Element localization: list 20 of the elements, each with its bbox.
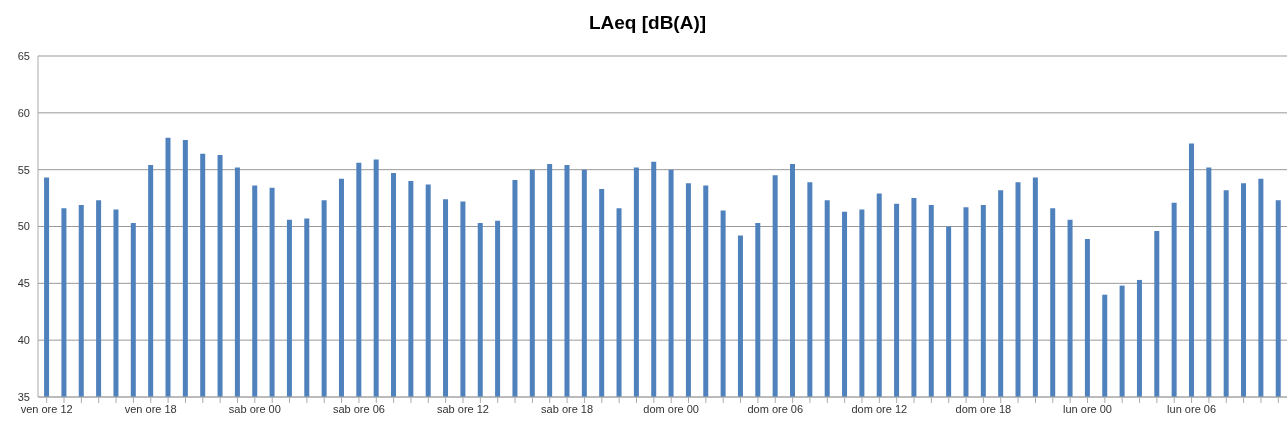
x-tick-label: ven ore 18 [124,402,177,415]
x-tick-label: dom ore 06 [747,402,804,415]
y-tick-label: 65 [17,49,30,62]
y-tick-label: 40 [17,334,30,347]
x-tick-label: dom ore 18 [955,402,1012,415]
x-tick-label: lun ore 00 [1063,402,1112,415]
x-tick-label: sab ore 18 [541,402,594,415]
chart-title: LAeq [dB(A)] [587,11,708,35]
x-tick-label: dom ore 12 [851,402,908,415]
x-tick-label: ven ore 12 [20,402,73,415]
y-tick-label: 45 [17,277,30,290]
x-tick-label: sab ore 00 [228,402,281,415]
y-tick-label: 50 [17,220,30,233]
x-tick-label: dom ore 00 [643,402,699,415]
y-tick-label: 35 [17,390,30,403]
y-tick-label: 60 [17,106,30,119]
x-tick-label: sab ore 12 [437,402,489,415]
y-tick-label: 55 [17,163,30,176]
x-tick-label: lun ore 06 [1167,402,1217,415]
x-tick-label: sab ore 06 [332,402,385,415]
